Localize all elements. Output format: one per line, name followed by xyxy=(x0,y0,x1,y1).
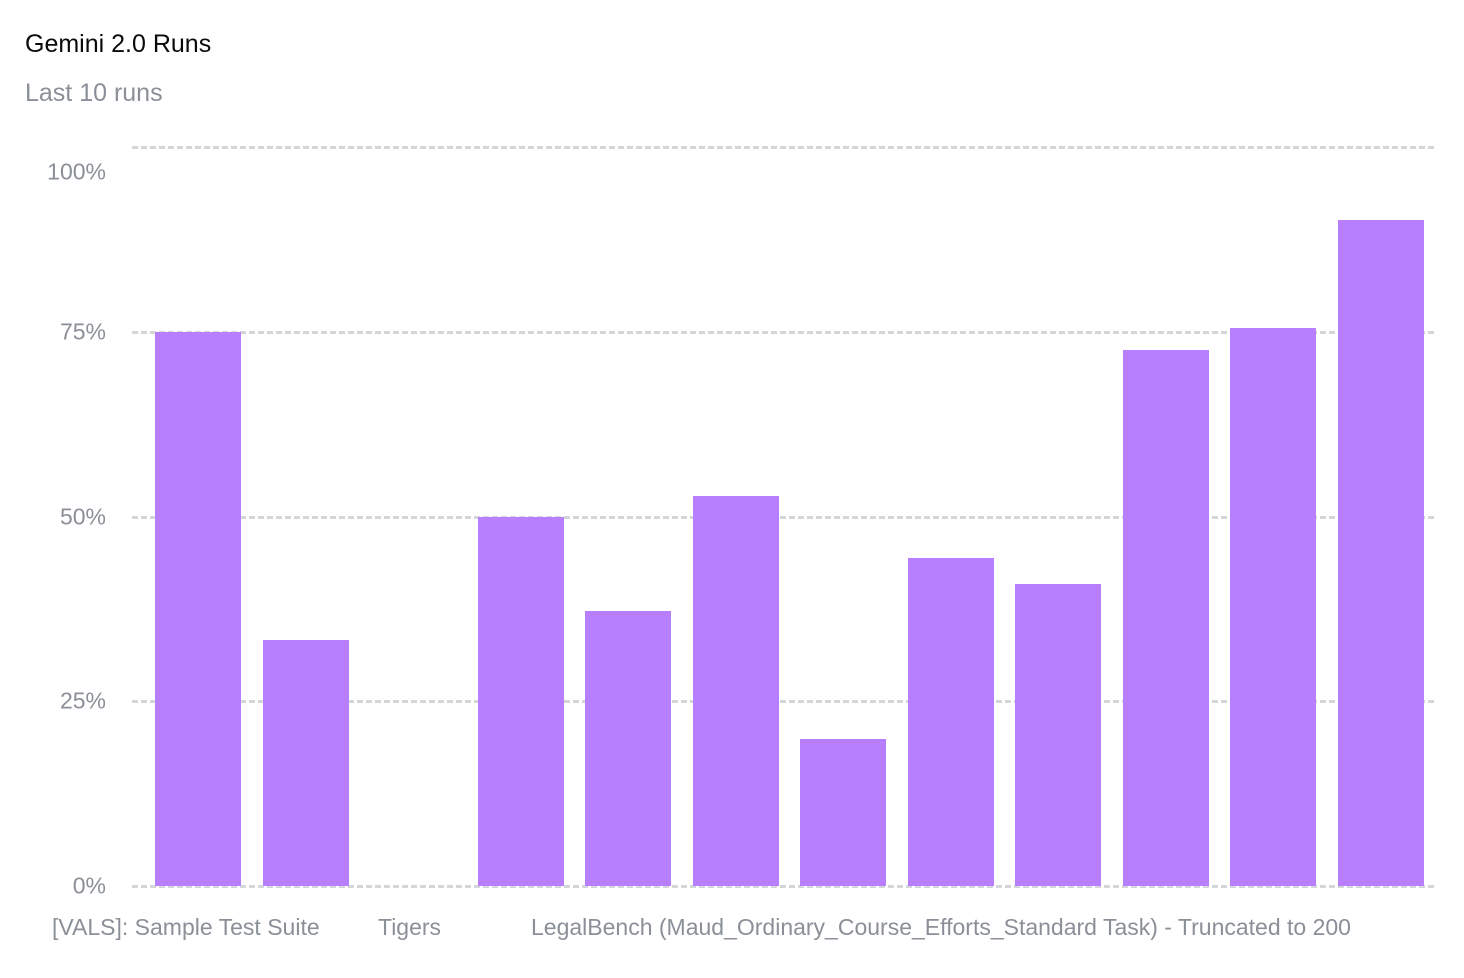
x-tick-label: [VALS]: Sample Test Suite xyxy=(52,914,320,940)
plot-area xyxy=(132,146,1434,888)
bar[interactable] xyxy=(262,639,349,886)
bar[interactable] xyxy=(1122,350,1209,886)
gridline xyxy=(132,330,1434,334)
y-tick-label: 75% xyxy=(59,318,106,345)
x-tick-label: Tigers xyxy=(378,914,442,940)
chart-subtitle: Last 10 runs xyxy=(25,79,163,107)
bar[interactable] xyxy=(1015,583,1101,886)
bar[interactable] xyxy=(1337,220,1424,886)
bar[interactable] xyxy=(477,516,564,886)
bar[interactable] xyxy=(155,331,241,886)
y-tick-label: 25% xyxy=(59,687,106,714)
bar[interactable] xyxy=(800,738,886,886)
bar[interactable] xyxy=(585,611,671,886)
gridline xyxy=(132,700,1434,704)
chart-title: Gemini 2.0 Runs xyxy=(25,30,212,58)
x-tick-label: LegalBench (Maud_Ordinary_Course_Efforts… xyxy=(531,914,1351,940)
gridline xyxy=(132,146,1434,149)
gridline xyxy=(132,515,1434,519)
bar[interactable] xyxy=(907,557,994,886)
y-tick-label: 50% xyxy=(59,503,106,529)
y-tick-label: 100% xyxy=(47,158,106,185)
bar[interactable] xyxy=(692,495,779,886)
bar[interactable] xyxy=(1230,328,1316,886)
gridline xyxy=(132,885,1434,888)
y-tick-label: 0% xyxy=(72,872,106,899)
